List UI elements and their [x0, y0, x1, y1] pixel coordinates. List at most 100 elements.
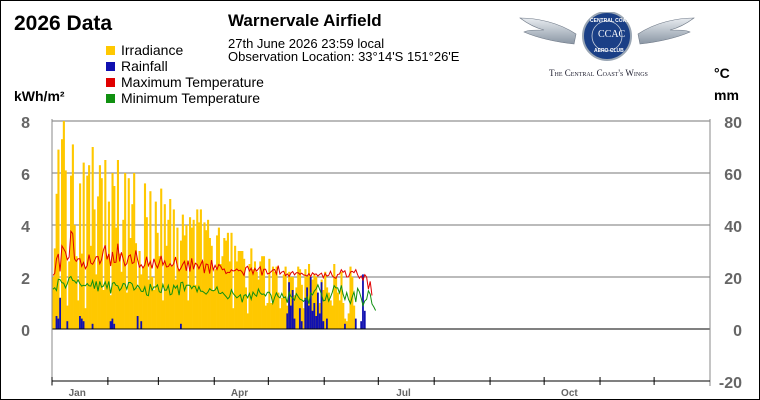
irradiance-bar	[275, 266, 278, 329]
irradiance-bar	[322, 290, 325, 329]
irradiance-bar	[68, 261, 71, 329]
rainfall-bar	[362, 274, 364, 329]
rainfall-bar	[360, 321, 363, 329]
irradiance-bar	[106, 256, 109, 329]
irradiance-bar	[302, 308, 305, 329]
irradiance-bar	[178, 269, 181, 329]
winged-emblem-icon	[519, 11, 695, 61]
irradiance-bar	[143, 183, 147, 329]
irradiance-bar	[271, 266, 275, 329]
rainfall-bar	[298, 308, 301, 329]
min-temperature-line	[52, 275, 377, 311]
irradiance-bar	[212, 290, 215, 329]
rainfall-bar	[179, 323, 182, 329]
irradiance-bar	[111, 173, 114, 329]
irradiance-bar	[199, 209, 202, 329]
right-axis-unit-rainfall: mm	[714, 87, 739, 103]
rainfall-bar	[289, 305, 292, 329]
irradiance-bar	[311, 279, 314, 329]
irradiance-bar	[351, 277, 354, 329]
irradiance-bar	[82, 162, 85, 329]
irradiance-bar	[124, 173, 127, 329]
legend-swatch	[106, 61, 115, 71]
irradiance-bar	[161, 300, 165, 329]
irradiance-bar	[205, 230, 208, 329]
logo-ring-top: CENTRAL COAST	[590, 18, 633, 24]
irradiance-bar	[261, 256, 264, 329]
legend-item-rainfall: Rainfall	[106, 58, 168, 74]
rainfall-bar	[313, 303, 316, 329]
irradiance-bar	[208, 238, 211, 329]
irradiance-bar	[214, 269, 217, 329]
irradiance-bar	[134, 243, 138, 329]
irradiance-bar	[174, 279, 177, 329]
irradiance-bar	[163, 204, 166, 329]
irradiance-bar	[232, 308, 235, 329]
left-tick-label: 0	[21, 323, 30, 340]
irradiance-bar	[57, 149, 60, 329]
irradiance-bar	[216, 235, 219, 329]
irradiance-bar	[336, 292, 339, 329]
rainfall-bar	[57, 318, 60, 329]
irradiance-bar	[93, 209, 96, 329]
right-tick-label: 20	[724, 271, 742, 288]
irradiance-bar	[226, 232, 229, 329]
irradiance-bar	[125, 292, 129, 329]
rainfall-bar	[344, 323, 346, 329]
irradiance-bar	[86, 175, 89, 329]
irradiance-bar	[88, 165, 91, 329]
rainfall-bar	[354, 318, 357, 329]
irradiance-bar	[145, 217, 148, 329]
rainfall-bar	[82, 321, 85, 329]
left-tick-label: 8	[21, 115, 30, 132]
rainfall-bar	[318, 313, 321, 329]
rainfall-bar	[66, 321, 69, 329]
irradiance-bar	[266, 303, 269, 329]
max-temperature-line	[52, 229, 373, 296]
legend-label: Irradiance	[121, 42, 184, 58]
irradiance-bar	[118, 253, 121, 329]
rainfall-bar	[291, 290, 294, 329]
irradiance-bar	[217, 227, 220, 329]
right-tick-label: -20	[719, 375, 742, 392]
legend-swatch	[106, 93, 115, 103]
irradiance-bar	[282, 274, 285, 329]
rainfall-bar	[113, 323, 116, 329]
irradiance-bar	[142, 266, 145, 329]
rainfall-bar	[306, 287, 308, 329]
month-label: Oct	[561, 388, 578, 399]
irradiance-bar	[252, 269, 255, 329]
irradiance-bar	[136, 287, 139, 329]
right-tick-label: 60	[724, 167, 742, 184]
irradiance-bar	[70, 175, 73, 329]
rainfall-bar	[111, 318, 114, 329]
irradiance-bar	[353, 305, 356, 329]
irradiance-bar	[255, 271, 258, 329]
irradiance-bar	[79, 183, 82, 329]
right-tick-label: 80	[724, 115, 742, 132]
axes	[51, 119, 711, 386]
month-label: Jan	[69, 388, 86, 399]
left-tick-label: 4	[21, 219, 30, 236]
right-tick-label: 0	[733, 323, 742, 340]
irradiance-bar	[129, 238, 132, 329]
irradiance-bar	[181, 214, 184, 329]
irradiance-bar	[176, 227, 179, 329]
month-label: Apr	[231, 388, 248, 399]
irradiance-bar	[172, 209, 175, 329]
irradiance-bar	[349, 266, 352, 329]
irradiance-bar	[338, 300, 341, 329]
irradiance-bar	[340, 271, 343, 329]
irradiance-bar	[115, 227, 118, 329]
irradiance-bar	[62, 121, 65, 329]
irradiance-bar	[300, 284, 303, 329]
irradiance-bar	[104, 160, 107, 329]
irradiance-bar	[91, 147, 94, 329]
irradiance-bar	[268, 258, 271, 329]
irradiance-bar	[100, 178, 103, 329]
irradiance-bar	[167, 219, 170, 329]
irradiance-bar	[262, 256, 266, 329]
irradiance-bar	[75, 256, 78, 329]
rainfall-bar	[293, 318, 296, 329]
